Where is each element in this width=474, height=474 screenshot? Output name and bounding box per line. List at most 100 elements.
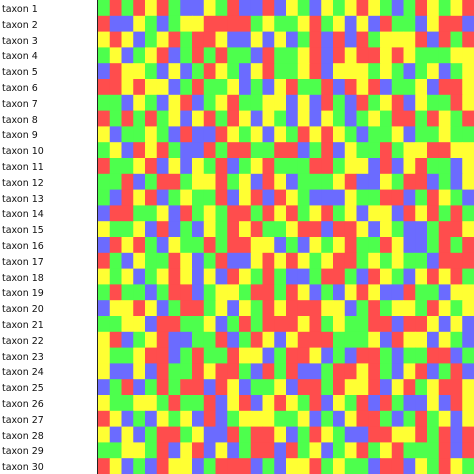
matrix-cell[interactable] [344,47,358,64]
matrix-cell[interactable] [239,221,252,238]
matrix-cell[interactable] [427,363,440,380]
matrix-cell[interactable] [215,347,228,364]
matrix-cell[interactable] [227,94,240,112]
matrix-cell[interactable] [415,268,428,285]
matrix-cell[interactable] [262,237,275,254]
matrix-cell[interactable] [192,158,205,175]
matrix-cell[interactable] [380,205,393,222]
matrix-cell[interactable] [380,284,393,301]
matrix-cell[interactable] [121,410,134,428]
matrix-cell[interactable] [462,363,474,380]
matrix-cell[interactable] [333,237,346,254]
matrix-cell[interactable] [156,94,170,112]
matrix-cell[interactable] [192,79,205,96]
matrix-cell[interactable] [98,142,111,159]
matrix-cell[interactable] [415,284,428,301]
matrix-cell[interactable] [121,268,134,285]
matrix-cell[interactable] [168,252,181,270]
matrix-cell[interactable] [380,0,393,17]
matrix-cell[interactable] [121,221,134,238]
matrix-cell[interactable] [274,284,287,301]
matrix-cell[interactable] [462,79,474,96]
taxon-label[interactable]: taxon 27 [2,414,44,426]
matrix-cell[interactable] [203,158,217,175]
matrix-cell[interactable] [262,205,275,222]
matrix-cell[interactable] [356,268,369,285]
matrix-cell[interactable] [380,379,393,396]
matrix-cell[interactable] [450,31,463,48]
matrix-cell[interactable] [180,173,193,191]
matrix-cell[interactable] [180,347,193,364]
taxon-label[interactable]: taxon 2 [2,19,38,31]
matrix-cell[interactable] [250,205,264,222]
matrix-cell[interactable] [297,15,311,33]
matrix-cell[interactable] [227,347,240,364]
matrix-cell[interactable] [121,47,134,64]
matrix-cell[interactable] [391,205,405,222]
matrix-cell[interactable] [203,331,217,349]
matrix-cell[interactable] [227,158,240,175]
taxon-label[interactable]: taxon 16 [2,241,44,252]
matrix-cell[interactable] [333,189,346,206]
matrix-cell[interactable] [133,347,146,364]
matrix-cell[interactable] [98,173,111,191]
matrix-cell[interactable] [344,15,358,33]
matrix-cell[interactable] [286,205,299,222]
matrix-cell[interactable] [203,237,217,254]
matrix-cell[interactable] [403,331,416,349]
matrix-cell[interactable] [227,0,240,17]
matrix-cell[interactable] [321,363,334,380]
matrix-cell[interactable] [203,363,217,380]
matrix-cell[interactable] [180,110,193,127]
matrix-cell[interactable] [368,316,381,333]
matrix-cell[interactable] [415,31,428,48]
matrix-cell[interactable] [133,458,146,474]
matrix-cell[interactable] [203,47,217,64]
matrix-cell[interactable] [109,142,123,159]
matrix-cell[interactable] [391,79,405,96]
matrix-cell[interactable] [438,63,452,80]
matrix-cell[interactable] [133,252,146,270]
matrix-cell[interactable] [391,331,405,349]
matrix-cell[interactable] [274,63,287,80]
matrix-cell[interactable] [250,63,264,80]
matrix-cell[interactable] [121,126,134,143]
matrix-cell[interactable] [215,237,228,254]
matrix-cell[interactable] [286,94,299,112]
matrix-cell[interactable] [203,410,217,428]
matrix-cell[interactable] [227,47,240,64]
matrix-cell[interactable] [274,79,287,96]
taxon-label[interactable]: taxon 12 [2,177,44,189]
matrix-cell[interactable] [156,458,170,474]
matrix-cell[interactable] [133,395,146,412]
matrix-cell[interactable] [450,284,463,301]
matrix-cell[interactable] [450,363,463,380]
matrix-cell[interactable] [403,363,416,380]
matrix-cell[interactable] [133,284,146,301]
matrix-cell[interactable] [98,410,111,428]
matrix-cell[interactable] [333,284,346,301]
matrix-cell[interactable] [262,63,275,80]
matrix-cell[interactable] [121,110,134,127]
matrix-cell[interactable] [438,15,452,33]
matrix-cell[interactable] [309,252,322,270]
matrix-cell[interactable] [368,379,381,396]
matrix-cell[interactable] [203,15,217,33]
matrix-cell[interactable] [98,300,111,317]
matrix-cell[interactable] [180,284,193,301]
matrix-cell[interactable] [239,173,252,191]
matrix-cell[interactable] [239,63,252,80]
matrix-cell[interactable] [450,347,463,364]
taxon-label[interactable]: taxon 4 [2,51,38,63]
matrix-cell[interactable] [227,395,240,412]
matrix-cell[interactable] [427,252,440,270]
matrix-cell[interactable] [274,268,287,285]
matrix-cell[interactable] [297,395,311,412]
matrix-cell[interactable] [321,347,334,364]
matrix-cell[interactable] [239,458,252,474]
matrix-cell[interactable] [121,316,134,333]
matrix-cell[interactable] [180,331,193,349]
matrix-cell[interactable] [203,252,217,270]
matrix-cell[interactable] [438,458,452,474]
matrix-cell[interactable] [297,110,311,127]
